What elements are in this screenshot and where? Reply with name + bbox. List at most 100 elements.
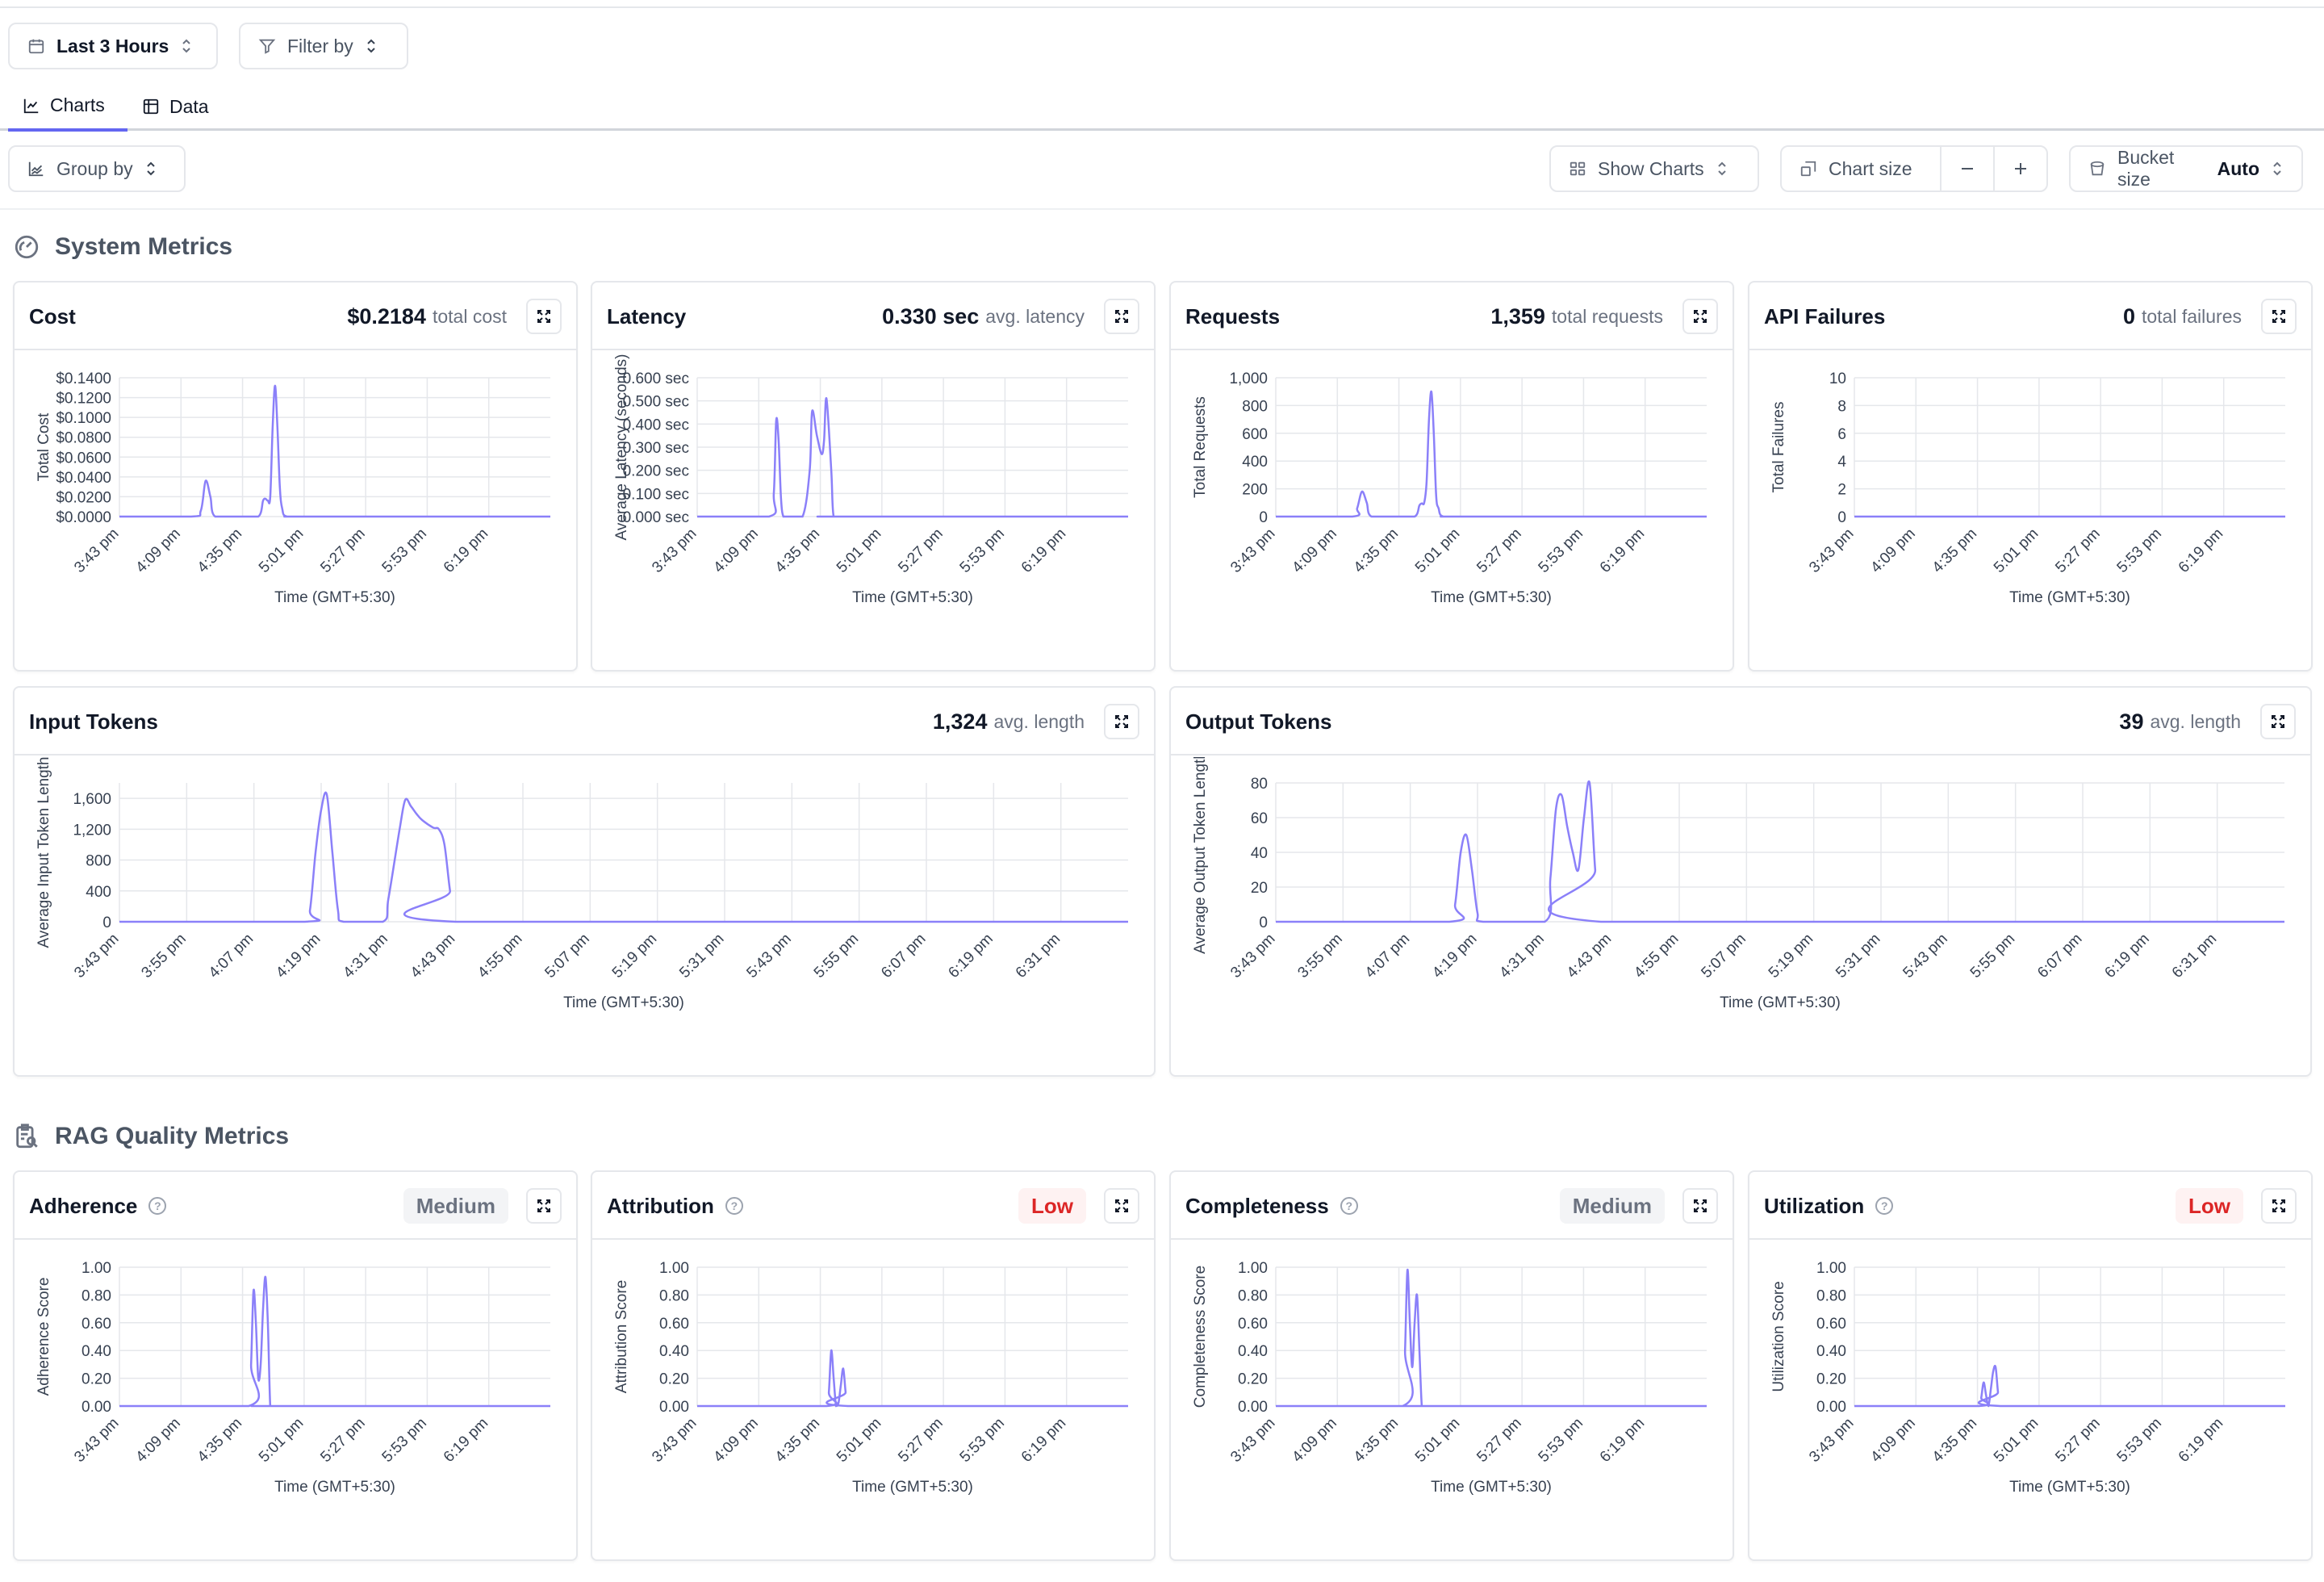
x-tick-label: 6:19 pm <box>1018 525 1069 576</box>
y-axis-label: Adherence Score <box>36 1278 52 1396</box>
series-line <box>119 1275 550 1408</box>
card-stat: 1,324 avg. length <box>933 688 1085 755</box>
card-header: Cost $0.2184 total cost <box>15 282 576 350</box>
expand-button[interactable] <box>2261 299 2297 334</box>
filter-icon <box>258 39 276 54</box>
x-tick-label: 6:07 pm <box>2034 931 2085 981</box>
card-title: Attribution ? <box>607 1172 743 1240</box>
filter-button[interactable]: Filter by <box>239 23 408 69</box>
tab-charts[interactable]: Charts <box>8 82 127 132</box>
y-axis-label: Average Input Token Length <box>36 757 52 948</box>
group-by-label: Group by <box>56 157 133 179</box>
x-axis-label: Time (GMT+5:30) <box>1431 589 1552 606</box>
help-icon[interactable]: ? <box>148 1197 167 1215</box>
expand-button[interactable] <box>1104 704 1139 739</box>
expand-button[interactable] <box>1104 299 1139 334</box>
stat-value: 39 <box>2119 709 2144 734</box>
y-axis-label: Total Cost <box>36 412 52 481</box>
x-axis-label: Time (GMT+5:30) <box>2009 589 2130 606</box>
x-tick-label: 4:31 pm <box>1496 931 1547 981</box>
y-tick-label: 0.00 <box>82 1399 111 1416</box>
x-tick-label: 4:35 pm <box>1351 1415 1402 1466</box>
x-axis-label: Time (GMT+5:30) <box>274 1479 395 1496</box>
x-tick-label: 4:55 pm <box>1631 931 1682 981</box>
x-tick-label: 5:53 pm <box>1536 1415 1586 1466</box>
card-title: Cost <box>29 304 76 329</box>
x-tick-label: 4:35 pm <box>772 525 823 576</box>
y-tick-label: 0.40 <box>659 1343 689 1360</box>
y-tick-label: 0.40 <box>1816 1343 1846 1360</box>
x-tick-label: 5:43 pm <box>743 931 794 981</box>
chevron-up-down-icon <box>146 161 155 176</box>
input-tokens-chart: 0 400 800 1,200 1,600 3:43 pm 3:55 pm 4:07 pm 4:… <box>36 757 1128 1011</box>
y-axis-label: Attribution Score <box>613 1280 630 1393</box>
card-attribution: Attribution ? Low 0.00 0.20 0.40 0.60 0.80 1.… <box>591 1170 1156 1561</box>
card-header: Attribution ? Low <box>592 1172 1154 1240</box>
help-icon[interactable]: ? <box>725 1197 743 1215</box>
expand-icon <box>1115 310 1128 323</box>
y-tick-label: $0.1000 <box>56 410 111 427</box>
x-tick-label: 5:55 pm <box>811 931 862 981</box>
expand-button[interactable] <box>1104 1188 1139 1224</box>
x-tick-label: 3:55 pm <box>138 931 189 981</box>
card-header: Completeness ? Medium <box>1171 1172 1733 1240</box>
y-tick-label: 0.60 <box>1816 1316 1846 1333</box>
expand-button[interactable] <box>2261 1188 2297 1224</box>
y-axis-label: Average Output Token Length <box>1192 757 1209 954</box>
expand-button[interactable] <box>526 1188 562 1224</box>
gauge-icon <box>15 235 39 259</box>
y-tick-label: 200 <box>1242 482 1268 499</box>
y-tick-label: 6 <box>1837 426 1846 443</box>
stat-value: $0.2184 <box>347 303 426 329</box>
card-title: Input Tokens <box>29 709 158 734</box>
x-tick-label: 5:01 pm <box>256 525 307 576</box>
completeness-chart: 0.00 0.20 0.40 0.60 0.80 1.00 3:43 pm 4:09 pm 4:… <box>1192 1260 1707 1496</box>
x-tick-label: 6:19 pm <box>441 1415 491 1466</box>
expand-button[interactable] <box>1682 1188 1718 1224</box>
x-tick-label: 5:55 pm <box>1967 931 2018 981</box>
x-tick-label: 5:01 pm <box>1412 525 1463 576</box>
x-tick-label: 5:07 pm <box>1698 931 1749 981</box>
chart-size-increase-button[interactable] <box>1993 145 2048 192</box>
expand-icon <box>1694 310 1707 323</box>
show-charts-select[interactable]: Show Charts <box>1549 145 1759 192</box>
help-icon[interactable]: ? <box>1875 1197 1894 1215</box>
y-tick-label: 0 <box>1837 509 1846 526</box>
x-tick-label: 4:35 pm <box>1929 1415 1980 1466</box>
time-range-select[interactable]: Last 3 Hours <box>8 23 218 69</box>
stat-label: total failures <box>2141 305 2242 327</box>
calendar-icon <box>28 39 44 54</box>
card-header: Latency 0.330 sec avg. latency <box>592 282 1154 350</box>
y-tick-label: 10 <box>1829 370 1846 387</box>
y-tick-label: 2 <box>1837 482 1846 499</box>
series-line <box>1854 1364 2285 1408</box>
expand-icon <box>2272 310 2285 323</box>
expand-button[interactable] <box>1682 299 1718 334</box>
chevron-up-down-icon <box>182 39 191 53</box>
time-range-label: Last 3 Hours <box>56 35 169 56</box>
card-latency: Latency 0.330 sec avg. latency 0.000 sec… <box>591 281 1156 672</box>
x-tick-label: 4:31 pm <box>340 931 391 981</box>
bucket-size-select[interactable]: Bucket size Auto <box>2069 145 2303 192</box>
card-header: Adherence ? Medium <box>15 1172 576 1240</box>
y-tick-label: 0.00 <box>1238 1399 1268 1416</box>
y-tick-label: $0.1400 <box>56 370 111 387</box>
x-tick-label: 5:27 pm <box>317 525 368 576</box>
chevron-up-down-icon <box>2273 161 2281 176</box>
chart-size-decrease-button[interactable] <box>1940 145 1995 192</box>
expand-button[interactable] <box>526 299 562 334</box>
group-by-select[interactable]: Group by <box>8 145 186 192</box>
y-tick-label: 0.80 <box>1816 1287 1846 1304</box>
quality-badge: Medium <box>1559 1188 1665 1224</box>
help-icon[interactable]: ? <box>1340 1197 1358 1215</box>
expand-button[interactable] <box>2260 704 2296 739</box>
y-tick-label: 0.100 sec <box>623 486 689 503</box>
card-title: Output Tokens <box>1185 709 1332 734</box>
card-title: Adherence ? <box>29 1172 167 1240</box>
y-tick-label: 1.00 <box>82 1260 111 1277</box>
y-axis-label: Utilization Score <box>1770 1281 1787 1392</box>
x-tick-label: 5:19 pm <box>1766 931 1816 981</box>
x-tick-label: 3:43 pm <box>649 525 700 576</box>
tab-data[interactable]: Data <box>127 82 224 131</box>
y-tick-label: 1.00 <box>1238 1260 1268 1277</box>
